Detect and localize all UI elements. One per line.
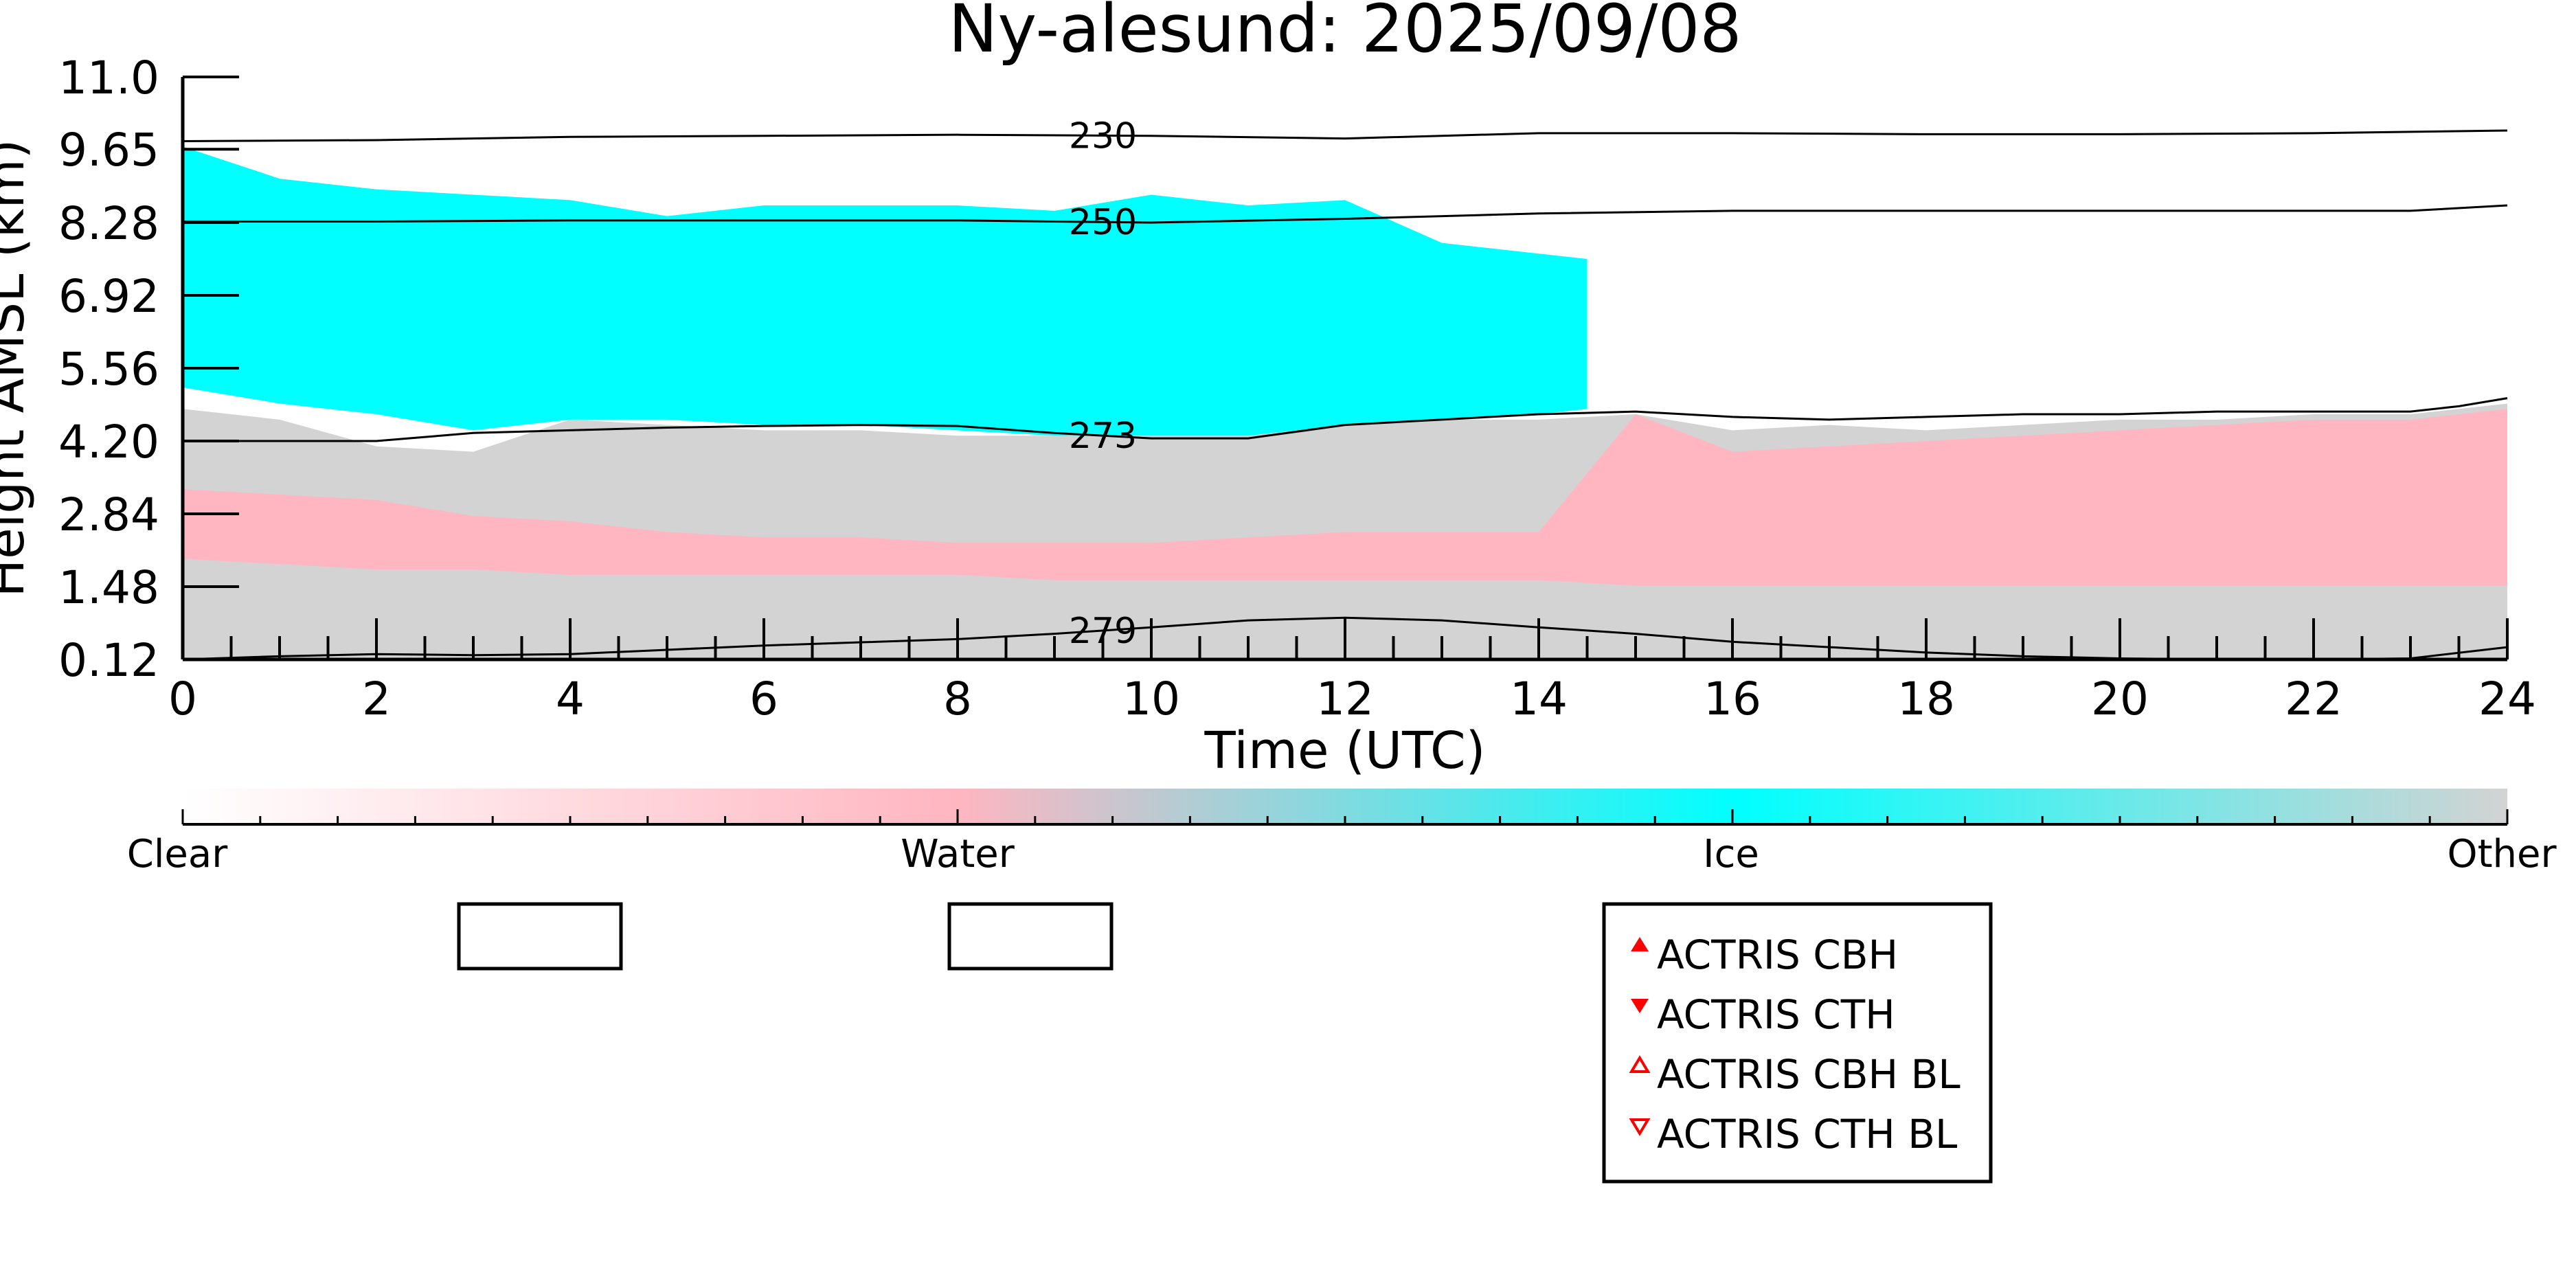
legend-item: ACTRIS CBH BL <box>1629 1051 1961 1098</box>
colorbar-ticks <box>181 809 2509 824</box>
x-tick-label: 12 <box>1316 673 1374 725</box>
axes: 0 2 4 6 8 10 12 14 16 18 20 22 24 0.121.482.844.205.… <box>58 52 2536 725</box>
contour-label: 250 <box>1069 202 1137 243</box>
legend-box <box>1602 902 1993 1184</box>
empty-box-middle <box>947 902 1114 971</box>
colorbar-label-clear: Clear <box>127 832 228 877</box>
x-tick-label: 16 <box>1704 673 1761 725</box>
legend-label: ACTRIS CBH <box>1657 931 1898 978</box>
triangle-down-filled-icon <box>1631 999 1649 1013</box>
legend-item: ACTRIS CTH BL <box>1629 1111 1957 1157</box>
colorbar-label-other: Other <box>2447 832 2557 877</box>
x-tick-label: 2 <box>362 673 391 725</box>
x-tick-label: 22 <box>2285 673 2342 725</box>
legend-label: ACTRIS CTH BL <box>1657 1111 1957 1157</box>
cloud-class-layers <box>183 146 2507 659</box>
contour-line <box>183 397 2508 442</box>
y-tick-label: 11.0 <box>58 52 159 104</box>
triangle-up-open-icon <box>1629 1055 1651 1073</box>
legend-label: ACTRIS CTH <box>1657 991 1895 1038</box>
y-tick-label: 9.65 <box>58 124 159 177</box>
legend-label: ACTRIS CBH BL <box>1657 1051 1961 1098</box>
contour-line <box>182 129 2508 143</box>
legend-item: ACTRIS CBH <box>1631 931 1898 978</box>
x-tick-label: 18 <box>1897 673 1955 725</box>
contour-label: 230 <box>1069 115 1137 157</box>
x-tick-label: 4 <box>556 673 585 725</box>
legend-item: ACTRIS CTH <box>1631 991 1895 1038</box>
contour-label: 273 <box>1069 416 1137 457</box>
legend: ACTRIS CBH ACTRIS CTH ACTRIS CBH BL ACTR… <box>1602 902 1993 1184</box>
x-tick-label: 6 <box>749 673 778 725</box>
colorbar-label-water: Water <box>901 832 1015 877</box>
x-axis-label: Time (UTC) <box>1204 721 1485 780</box>
triangle-up-filled-icon <box>1631 937 1649 951</box>
y-tick-label: 4.20 <box>58 416 159 468</box>
y-tick-label: 2.84 <box>58 488 159 541</box>
x-ticks: 0 2 4 6 8 10 12 14 16 18 20 22 24 <box>168 618 2536 725</box>
triangle-down-open-icon <box>1629 1118 1651 1136</box>
chart-title: Ny-alesund: 2025/09/08 <box>949 0 1742 67</box>
y-ticks: 0.12 1.48 2.84 4.20 5.56 6.92 8.28 9.65 11.0 <box>58 52 239 687</box>
y-tick-label: 8.28 <box>58 197 159 250</box>
y-axis-label: Height AMSL (km) <box>0 139 36 597</box>
colorbar: Clear Water Ice Other <box>127 789 2557 877</box>
colorbar-label-ice: Ice <box>1703 832 1759 877</box>
contour-line <box>183 204 2508 224</box>
y-tick-label: 6.92 <box>58 270 159 323</box>
y-tick-label: 1.48 <box>58 561 159 614</box>
ice-region <box>183 146 1588 436</box>
y-tick-label: 5.56 <box>58 343 159 396</box>
y-tick-label: 0.12 <box>58 634 159 687</box>
empty-box-left <box>457 902 623 971</box>
x-tick-label: 8 <box>943 673 972 725</box>
x-tick-label: 0 <box>168 673 197 725</box>
x-tick-label: 20 <box>2091 673 2149 725</box>
x-tick-label: 14 <box>1510 673 1568 725</box>
x-tick-label: 10 <box>1122 673 1180 725</box>
water-region <box>183 409 2507 586</box>
x-tick-label: 24 <box>2478 673 2536 725</box>
